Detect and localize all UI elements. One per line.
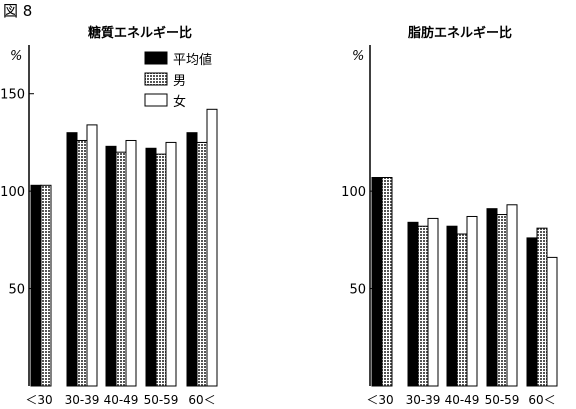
bar-male <box>536 227 548 387</box>
bar-female <box>86 124 98 387</box>
bar-mean <box>407 221 419 387</box>
y-tick-label: 100 <box>0 185 25 200</box>
category-label: 40-49 <box>104 393 139 407</box>
chart-fat: 脂肪エネルギー比 % 50 100 ＜30 30-39 40-49 50-59 60＜ <box>341 25 558 407</box>
category-label: 50-59 <box>485 393 520 407</box>
category-labels: ＜30 30-39 40-49 50-59 60＜ <box>25 393 215 407</box>
bar-mean <box>446 225 458 387</box>
bar-female <box>546 256 558 387</box>
category-label: 30-39 <box>65 393 100 407</box>
bar-mean <box>105 145 117 387</box>
chart-title: 脂肪エネルギー比 <box>407 25 512 41</box>
legend-label-female: 女 <box>173 94 186 110</box>
bars <box>30 108 218 387</box>
bar-mean <box>66 132 78 387</box>
bar-mean <box>145 147 157 387</box>
category-label: 60＜ <box>528 393 555 407</box>
bar-male <box>155 153 167 387</box>
bar-female <box>206 108 218 387</box>
legend-swatch-female <box>144 93 168 107</box>
bar-female <box>427 217 439 387</box>
bar-mean <box>486 208 498 387</box>
bar-male <box>76 139 88 387</box>
bar-female <box>466 215 478 387</box>
legend-label-mean: 平均値 <box>173 52 212 68</box>
category-label: ＜30 <box>25 393 52 407</box>
legend-swatch-mean <box>144 51 168 65</box>
chart-title: 糖質エネルギー比 <box>88 25 192 41</box>
bar-female <box>506 204 518 387</box>
figure-label: 図 8 <box>3 2 32 20</box>
category-labels: ＜30 30-39 40-49 50-59 60＜ <box>366 393 555 407</box>
bar-female <box>165 141 177 387</box>
axes: 50 100 150 <box>0 45 34 386</box>
bar-male <box>40 184 52 387</box>
bar-male <box>115 151 127 387</box>
bar-mean <box>371 177 383 387</box>
y-axis-label: % <box>10 49 22 64</box>
bar-mean <box>30 184 42 387</box>
y-tick-label: 50 <box>8 283 25 298</box>
category-label: 30-39 <box>406 393 441 407</box>
bar-mean <box>186 132 198 387</box>
bar-male <box>456 233 468 387</box>
y-axis-label: % <box>352 49 364 64</box>
y-tick-label: 100 <box>341 185 366 200</box>
y-tick-label: 150 <box>0 88 25 103</box>
legend-swatch-male <box>144 72 168 86</box>
chart-carbohydrate: 糖質エネルギー比 % 50 100 150 ＜30 30-39 40-49 50-59 60… <box>0 25 218 407</box>
bars <box>371 177 558 387</box>
bar-male <box>381 177 393 387</box>
axes: 50 100 <box>341 45 375 386</box>
bar-male <box>496 214 508 387</box>
bar-male <box>417 225 429 387</box>
bar-male <box>196 141 208 387</box>
bar-female <box>125 139 137 387</box>
category-label: 40-49 <box>445 393 480 407</box>
category-label: 60＜ <box>188 393 215 407</box>
category-label: 50-59 <box>144 393 179 407</box>
bar-mean <box>526 237 538 387</box>
legend-label-male: 男 <box>173 74 186 89</box>
category-label: ＜30 <box>366 393 393 407</box>
y-tick-label: 50 <box>349 283 366 298</box>
